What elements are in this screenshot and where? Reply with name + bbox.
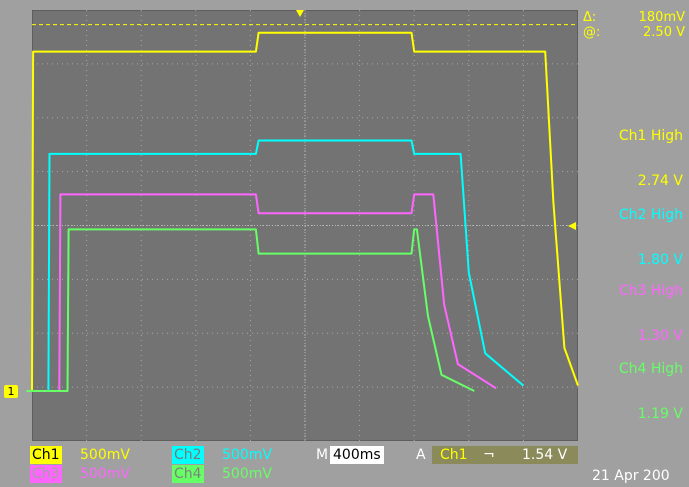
trace-ch1 <box>26 31 579 392</box>
ch4-label[interactable]: Ch4 <box>172 465 204 483</box>
cursor-readout: Δ: 180mV @: 2.50 V <box>583 10 685 40</box>
cursor-delta-label: Δ: <box>583 10 597 25</box>
ch4-scale[interactable]: 500mV <box>222 466 272 482</box>
measurement-ch3: Ch3 High 1.30 V <box>583 254 683 374</box>
measurement-ch4: Ch4 High 1.19 V <box>583 332 683 452</box>
status-row-1: Ch1 500mV Ch2 500mV M 400ms A Ch1 ⌐ 1.54… <box>0 446 578 464</box>
measurement-ch1-value: 2.74 V <box>637 173 683 189</box>
date-label: 21 Apr 200 <box>592 468 670 484</box>
measurement-ch4-value: 1.19 V <box>637 406 683 422</box>
ch2-scale[interactable]: 500mV <box>222 447 272 463</box>
trigger-source[interactable]: Ch1 <box>440 447 468 463</box>
trigger-readout-bg[interactable] <box>432 446 578 464</box>
trace-ch3 <box>26 193 497 392</box>
cursor-at-row: @: 2.50 V <box>583 25 685 40</box>
timebase-value[interactable]: 400ms <box>330 446 384 464</box>
ch3-label[interactable]: Ch3 <box>30 465 62 483</box>
trace-ch4 <box>26 228 475 392</box>
cursor-at-value: 2.50 V <box>643 25 685 40</box>
trigger-mode: A <box>416 447 426 463</box>
measurement-ch2: Ch2 High 1.80 V <box>583 178 683 298</box>
status-row-2: Ch3 500mV Ch4 500mV <box>0 465 578 483</box>
measurement-ch1: Ch1 High 2.74 V <box>583 99 683 219</box>
cursor-at-label: @: <box>583 25 601 40</box>
measurement-ch4-title: Ch4 High <box>618 361 683 377</box>
measurement-ch3-value: 1.30 V <box>637 328 683 344</box>
ch1-ground-marker[interactable]: 1 <box>4 385 18 398</box>
traces <box>26 31 579 392</box>
cursor-delta-row: Δ: 180mV <box>583 10 685 25</box>
measurement-ch2-title: Ch2 High <box>618 207 683 223</box>
trigger-level-marker <box>568 222 576 230</box>
cursor-delta-value: 180mV <box>638 10 685 25</box>
graticule <box>32 10 578 441</box>
measurement-ch3-title: Ch3 High <box>618 283 683 299</box>
trigger-position-marker <box>296 10 304 17</box>
timebase-label: M <box>316 447 329 463</box>
falling-edge-icon: ⌐ <box>483 447 495 463</box>
trigger-level[interactable]: 1.54 V <box>522 447 568 463</box>
measurement-ch2-value: 1.80 V <box>637 252 683 268</box>
ch1-scale[interactable]: 500mV <box>80 447 130 463</box>
ch2-label[interactable]: Ch2 <box>172 446 204 464</box>
trace-ch2 <box>26 139 525 392</box>
ch3-scale[interactable]: 500mV <box>80 466 130 482</box>
measurement-ch1-title: Ch1 High <box>618 128 683 144</box>
ch1-label[interactable]: Ch1 <box>30 446 62 464</box>
